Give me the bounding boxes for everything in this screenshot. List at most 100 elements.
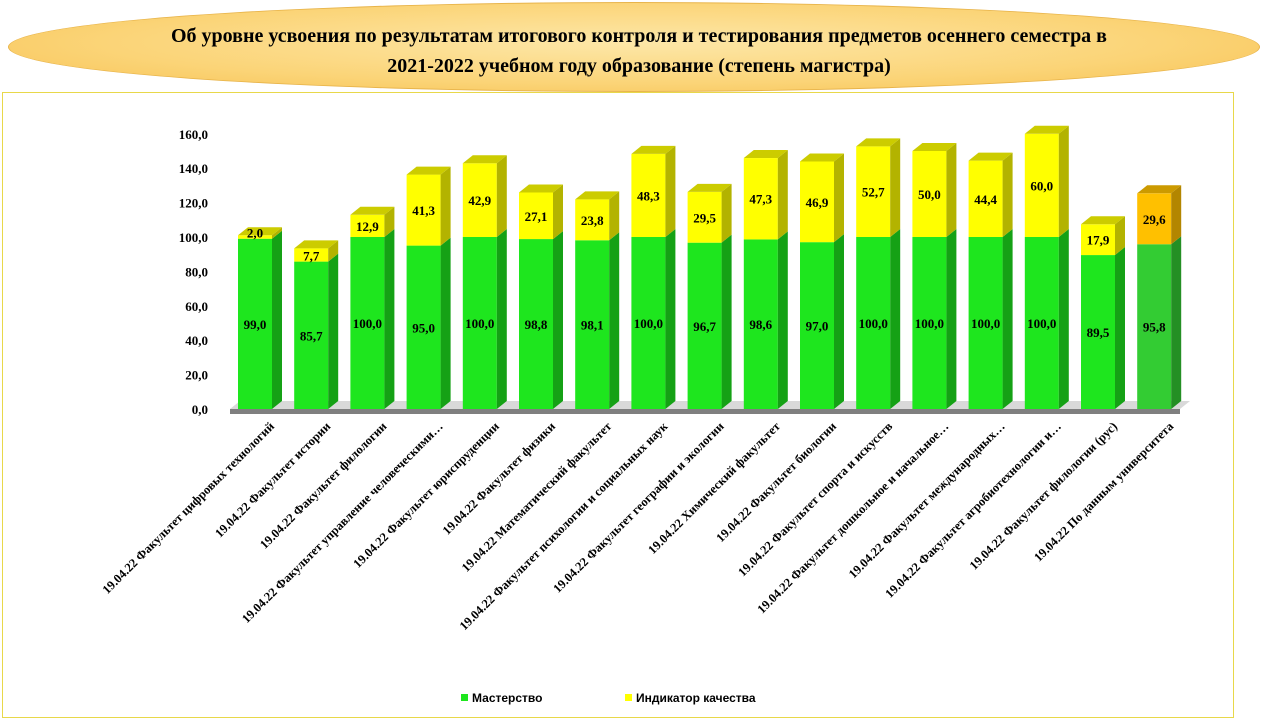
y-tick-label: 160,0 [179,127,208,142]
data-label-mastery: 100,0 [971,316,1000,331]
bar-top [575,191,620,200]
bar-quality-front [743,158,778,240]
data-label-quality: 29,5 [693,210,716,225]
data-label-quality: 46,9 [806,195,829,210]
bar-mastery-side [946,229,957,409]
bar-mastery [294,253,339,409]
bar-top [743,150,788,159]
bar-top [631,145,676,154]
legend-swatch [625,694,632,701]
bar-group: 89,5 17,9 [1081,216,1125,409]
bar-mastery [800,234,844,409]
bar-mastery-front [462,237,497,409]
bar-mastery [856,229,901,409]
bar-quality-side [328,240,339,262]
bar-top [687,183,732,192]
data-label-quality: 60,0 [1030,178,1053,193]
category-label: 19.04.22 Факультет управление человеческ… [239,419,446,626]
title-banner: Об уровне усвоения по результатам итогов… [8,2,1260,92]
bar-group: 85,7 7,7 [294,240,339,409]
bar-top [238,227,282,236]
bar-quality-front [687,191,722,243]
bar-quality [1081,216,1125,256]
bar-quality [462,155,507,237]
bar-mastery-side [1058,229,1069,409]
bar-quality [1024,125,1069,237]
data-label-mastery: 99,0 [244,317,267,332]
bar-mastery-side [384,229,395,409]
data-label-quality: 2,0 [247,226,263,241]
bar-mastery-side [665,229,676,409]
bar-mastery-side [1171,236,1182,409]
bar-mastery-front [238,238,272,409]
data-label-quality: 7,7 [303,249,320,264]
data-label-mastery: 89,5 [1087,325,1110,340]
bar-quality [350,206,395,237]
bar-group: 100,0 52,7 [856,138,901,409]
bar-quality [294,240,339,262]
bar-mastery [1081,247,1125,409]
bar-group: 98,6 47,3 [743,150,788,409]
data-label-mastery: 98,6 [749,317,772,332]
bar-mastery-side [834,234,844,409]
data-label-mastery: 100,0 [859,316,888,331]
data-label-quality: 41,3 [412,203,435,218]
bar-quality [1137,185,1182,245]
chart-area: 0,0 20,0 40,0 60,0 80,0 100,0 120,0 140,0 160,0 … [2,92,1234,718]
bar-quality-side [1002,152,1013,237]
data-label-quality: 47,3 [749,192,772,207]
bar-top [856,138,901,147]
data-label-mastery: 97,0 [806,319,829,334]
bar-group: 97,0 46,9 [800,153,844,409]
bar-quality [912,143,957,237]
bar-quality-front [519,192,553,240]
data-label-quality: 12,9 [356,219,379,234]
bar-quality-front [800,161,834,243]
bar-group: 98,8 27,1 [519,184,563,409]
data-label-mastery: 100,0 [915,316,944,331]
category-label: 19.04.22 Факультет психологии и социальн… [457,419,671,633]
bar-quality-front [631,153,666,237]
bar-mastery-side [609,232,620,409]
legend-label: Мастерство [472,691,542,705]
bar-quality-front [294,248,329,262]
bar-quality-side [1171,185,1182,245]
bar-group: 98,1 23,8 [575,191,620,409]
data-label-mastery: 85,7 [300,328,323,343]
bar-quality-front [238,235,272,239]
bar-top [1137,185,1182,194]
bar-mastery [238,230,282,409]
bar-top [800,153,844,162]
bar-quality [856,138,901,237]
legend-item: Индикатор качества [625,691,756,705]
chart-floor-edge [230,409,1180,414]
bar-mastery [1137,236,1182,409]
bar-mastery [687,234,732,409]
bar-quality-side [665,145,676,237]
category-label: 19.04.22 Факультет истории [212,419,333,540]
data-label-quality: 23,8 [581,213,604,228]
chart-title: Об уровне усвоения по результатам итогов… [99,21,1179,81]
bar-group: 95,8 29,6 [1137,185,1182,409]
bar-mastery-front [1024,237,1059,409]
title-line-2: 2021-2022 учебном году образование (степ… [387,55,891,77]
category-label: 19.04.22 Факультет биологии [713,419,839,545]
bar-mastery-side [721,234,732,409]
bar-quality [406,166,451,246]
bar-quality-side [272,227,282,239]
bar-top [912,143,957,151]
data-label-mastery: 95,0 [412,320,435,335]
data-label-mastery: 100,0 [353,316,382,331]
bar-quality-front [1024,133,1059,237]
bar-quality-side [777,150,788,240]
bar-group: 96,7 29,5 [687,183,732,409]
bar-group: 99,0 2,0 [238,226,282,409]
y-tick-label: 40,0 [185,333,208,348]
bar-mastery-front [912,237,947,409]
bar-group: 100,0 42,9 [462,155,507,409]
bar-mastery-front [800,242,834,409]
bar-top [350,206,395,215]
bar-mastery-front [743,239,778,409]
bar-mastery-front [350,237,385,409]
bar-mastery-front [1137,244,1172,409]
